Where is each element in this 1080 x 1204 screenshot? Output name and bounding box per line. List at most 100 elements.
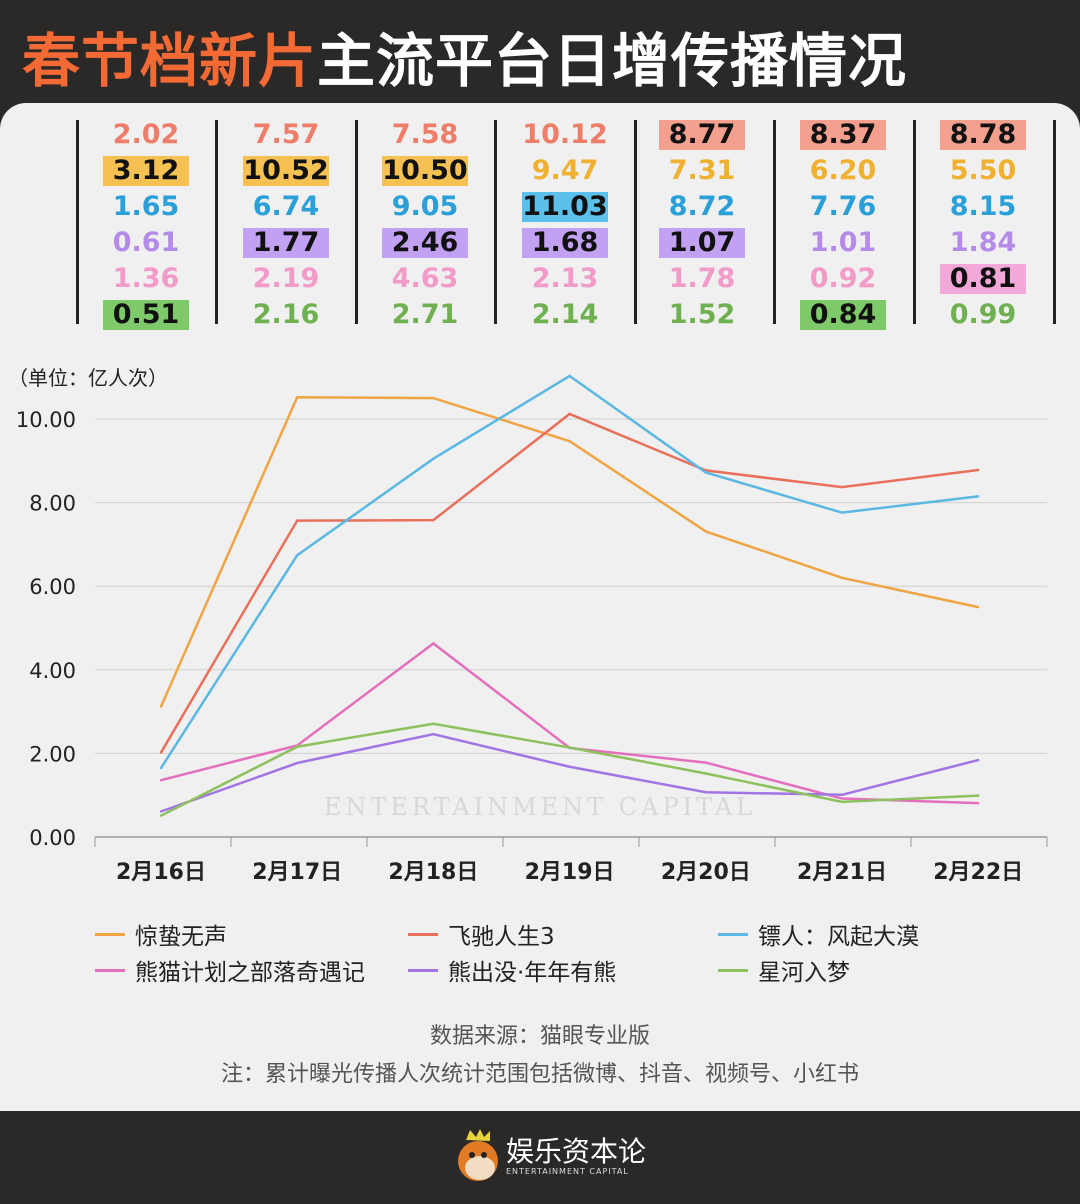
data-point	[568, 439, 571, 443]
table-cell: 8.72	[668, 191, 736, 222]
x-tick-label: 2月18日	[388, 860, 478, 885]
x-tick-label: 2月17日	[252, 860, 342, 885]
data-point	[159, 814, 163, 817]
data-point	[432, 518, 435, 522]
table-cell: 1.01	[809, 227, 877, 258]
table-cell: 0.81	[940, 264, 1026, 294]
series-line-3	[160, 641, 979, 805]
column-divider	[215, 120, 218, 324]
legend-label: 熊猫计划之部落奇遇记	[135, 960, 365, 986]
table-cell: 9.47	[531, 155, 599, 186]
page-title: 春节档新片主流平台日增传播情况	[22, 14, 907, 98]
column-divider	[1053, 120, 1056, 324]
table-cell: 8.15	[949, 191, 1017, 222]
legend-label: 镖人：风起大漠	[758, 924, 919, 950]
data-point	[432, 457, 435, 460]
legend-swatch	[95, 932, 125, 936]
column-divider	[76, 120, 79, 324]
data-point	[568, 746, 571, 749]
table-cell: 0.51	[103, 300, 189, 330]
data-point	[296, 745, 299, 748]
data-point	[296, 761, 299, 765]
table-cell: 1.78	[668, 263, 736, 294]
data-point	[296, 554, 299, 557]
table-cell: 11.03	[522, 191, 608, 222]
mascot-icon	[458, 1129, 498, 1181]
data-point	[977, 495, 980, 498]
table-cell: 1.07	[659, 228, 745, 258]
data-point	[977, 468, 980, 472]
data-source: 数据来源：猫眼专业版	[429, 1024, 650, 1049]
y-axis-unit: （单位：亿人次）	[8, 366, 168, 390]
table-cell: 10.12	[522, 119, 608, 150]
data-point	[840, 800, 844, 804]
table-cell: 9.05	[391, 191, 459, 222]
data-point	[840, 793, 844, 796]
table-cell: 1.84	[949, 227, 1017, 258]
column-divider	[773, 120, 776, 324]
logo-subtitle: ENTERTAINMENT CAPITAL	[506, 1166, 629, 1176]
legend-item: 熊出没·年年有熊	[408, 953, 616, 987]
table-cell: 10.50	[382, 155, 468, 186]
table-cell: 0.61	[112, 227, 180, 258]
table-cell: 5.50	[949, 155, 1017, 186]
data-point	[296, 519, 299, 522]
data-point	[840, 576, 844, 580]
y-tick-label: 10.00	[16, 408, 76, 432]
x-tick-label: 2月16日	[116, 860, 206, 885]
table-cell: 2.14	[531, 299, 599, 330]
watermark: ENTERTAINMENT CAPITAL	[324, 793, 756, 821]
data-point	[977, 801, 980, 805]
table-cell: 7.57	[252, 119, 320, 150]
table-cell: 6.74	[252, 191, 320, 222]
data-point	[159, 705, 163, 708]
table-cell: 2.13	[531, 263, 599, 294]
table-cell: 2.46	[382, 228, 468, 258]
table-cell: 8.37	[800, 120, 886, 150]
table-cell: 0.99	[949, 299, 1017, 330]
table-cell: 7.76	[809, 191, 877, 222]
series-line-2	[159, 374, 979, 769]
data-point	[977, 605, 980, 609]
legend-item: 星河入梦	[718, 953, 850, 987]
table-cell: 8.77	[659, 120, 745, 150]
legend-swatch	[95, 968, 125, 972]
legend-item: 飞驰人生3	[408, 917, 555, 951]
footnote: 注：累计曝光传播人次统计范围包括微博、抖音、视频号、小红书	[220, 1062, 859, 1087]
legend-item: 镖人：风起大漠	[718, 917, 919, 951]
data-point	[704, 761, 707, 764]
title-rest: 主流平台日增传播情况	[317, 27, 908, 95]
table-cell: 3.12	[103, 156, 189, 186]
table-cell: 0.92	[809, 263, 877, 294]
series-line-0	[159, 396, 979, 708]
table-cell: 2.19	[252, 263, 320, 294]
legend-label: 惊蛰无声	[135, 924, 227, 950]
table-cell: 1.36	[112, 263, 180, 294]
table-cell: 4.63	[391, 263, 459, 294]
data-point	[704, 791, 707, 794]
data-point	[159, 766, 163, 770]
data-point	[840, 797, 844, 800]
data-point	[432, 722, 435, 725]
x-tick-label: 2月22日	[933, 860, 1023, 885]
brand-logo: 娱乐资本论 ENTERTAINMENT CAPITAL	[450, 1128, 646, 1184]
x-tick-label: 2月20日	[661, 860, 751, 885]
column-divider	[494, 120, 497, 324]
data-point	[296, 396, 299, 399]
data-point	[704, 471, 707, 474]
table-cell: 8.78	[940, 120, 1026, 150]
data-point	[159, 810, 163, 813]
data-point	[159, 778, 163, 782]
column-divider	[913, 120, 916, 324]
legend-label: 星河入梦	[758, 960, 850, 986]
y-tick-label: 4.00	[29, 659, 76, 683]
column-divider	[355, 120, 358, 324]
data-point	[568, 374, 571, 378]
data-point	[704, 530, 707, 533]
legend-label: 熊出没·年年有熊	[448, 960, 617, 986]
table-cell: 10.52	[243, 155, 329, 186]
data-point	[840, 511, 844, 514]
data-point	[568, 412, 571, 416]
table-cell: 7.58	[391, 119, 459, 150]
